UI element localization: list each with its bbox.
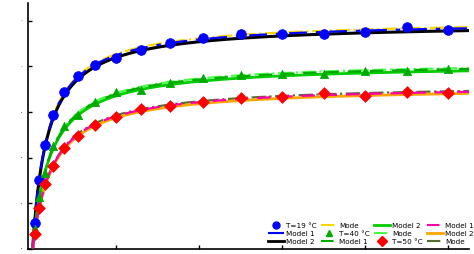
Point — [137, 47, 145, 52]
Point — [60, 146, 68, 150]
Point — [31, 232, 38, 236]
Point — [112, 56, 119, 60]
Point — [362, 69, 369, 73]
Point — [60, 90, 68, 94]
Point — [31, 221, 38, 225]
Point — [91, 63, 99, 67]
Point — [74, 74, 82, 78]
Point — [35, 195, 43, 199]
Point — [112, 115, 119, 119]
Point — [403, 90, 410, 94]
Point — [91, 122, 99, 126]
Point — [320, 91, 328, 95]
Point — [445, 28, 452, 32]
Point — [320, 32, 328, 36]
Point — [137, 107, 145, 111]
Point — [41, 143, 49, 147]
Point — [166, 104, 173, 108]
Point — [50, 164, 57, 168]
Point — [237, 73, 244, 77]
Point — [166, 81, 173, 85]
Point — [50, 113, 57, 117]
Point — [41, 171, 49, 175]
Point — [445, 67, 452, 71]
Point — [320, 72, 328, 76]
Point — [199, 36, 207, 40]
Point — [237, 96, 244, 100]
Point — [403, 25, 410, 29]
Point — [278, 72, 286, 76]
Point — [112, 90, 119, 94]
Point — [60, 124, 68, 128]
Point — [445, 90, 452, 94]
Point — [41, 182, 49, 186]
Point — [362, 94, 369, 98]
Point — [362, 30, 369, 34]
Point — [166, 41, 173, 45]
Point — [403, 69, 410, 73]
Point — [199, 100, 207, 104]
Point — [237, 32, 244, 36]
Point — [74, 113, 82, 117]
Point — [35, 206, 43, 210]
Point — [50, 144, 57, 148]
Point — [278, 95, 286, 99]
Point — [91, 100, 99, 104]
Point — [137, 88, 145, 92]
Point — [199, 76, 207, 80]
Point — [31, 227, 38, 231]
Point — [35, 178, 43, 182]
Point — [278, 32, 286, 36]
Legend: T=19 °C, Model 1, Model 2, Mode, T=40 °C, Model 1, Model 2, Mode, T=50 °C, Model: T=19 °C, Model 1, Model 2, Mode, T=40 °C… — [267, 222, 474, 245]
Point — [74, 134, 82, 138]
